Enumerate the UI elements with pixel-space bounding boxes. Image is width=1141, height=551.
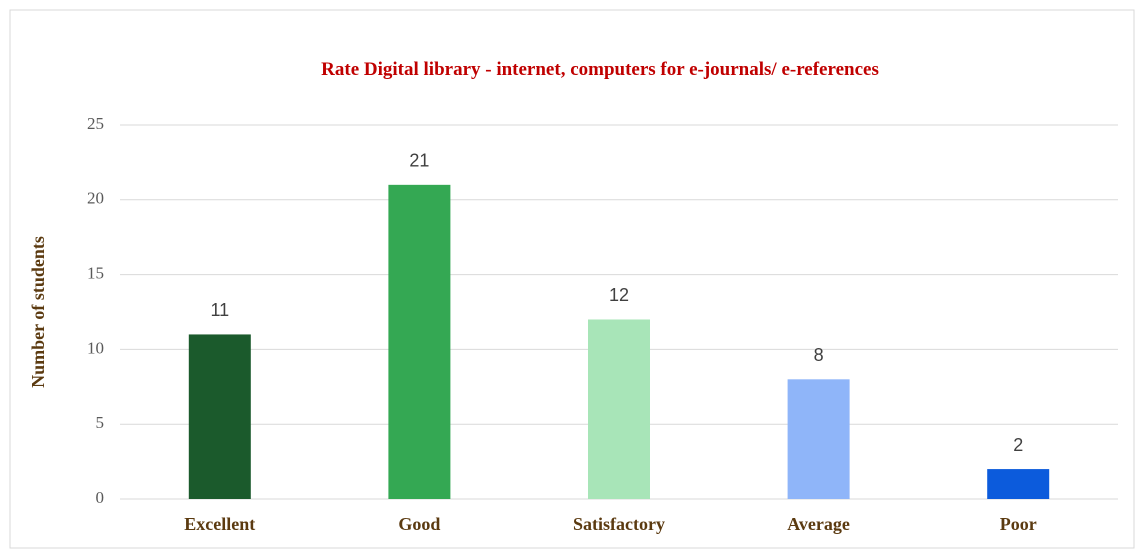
data-label: 11 bbox=[210, 300, 229, 320]
bar bbox=[388, 184, 451, 499]
data-label: 21 bbox=[409, 151, 429, 171]
y-tick-label: 20 bbox=[87, 189, 104, 208]
y-tick-label: 0 bbox=[96, 488, 105, 507]
x-tick-label: Poor bbox=[1000, 514, 1037, 534]
x-tick-label: Good bbox=[398, 514, 440, 534]
bar bbox=[987, 469, 1050, 499]
y-tick-label: 15 bbox=[87, 264, 104, 283]
y-tick-label: 25 bbox=[87, 114, 104, 133]
bar bbox=[588, 319, 650, 499]
x-tick-label: Average bbox=[787, 514, 850, 534]
x-tick-label: Excellent bbox=[184, 514, 255, 534]
y-axis-label: Number of students bbox=[28, 236, 48, 388]
chart-title: Rate Digital library - internet, compute… bbox=[321, 59, 879, 80]
data-label: 8 bbox=[814, 345, 824, 365]
bar bbox=[787, 379, 850, 499]
bar bbox=[188, 334, 251, 499]
y-tick-label: 10 bbox=[87, 338, 104, 357]
chart-border bbox=[9, 9, 1135, 549]
data-label: 2 bbox=[1013, 435, 1023, 455]
data-label: 12 bbox=[609, 285, 629, 305]
x-tick-label: Satisfactory bbox=[573, 514, 665, 534]
y-tick-label: 5 bbox=[96, 413, 105, 432]
